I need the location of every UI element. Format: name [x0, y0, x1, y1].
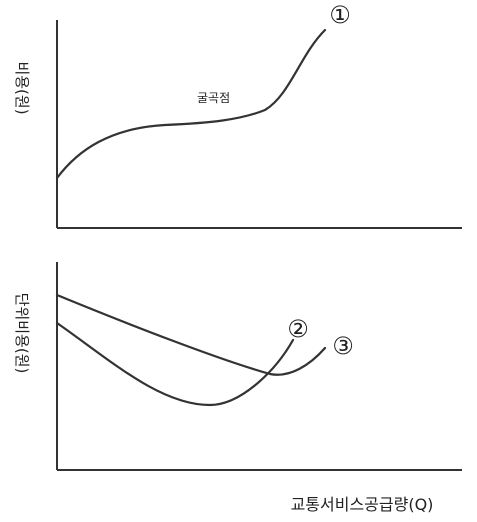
unit-cost-curve-3 [55, 293, 327, 376]
top-y-axis-label: 비용(원) [13, 61, 31, 114]
bottom-y-axis-label: 단위비용(원) [13, 293, 31, 374]
curve-2-marker: ② [287, 315, 309, 343]
curve-3-marker: ③ [332, 332, 354, 360]
unit-cost-curve-2 [55, 321, 295, 407]
bottom-panel: ② ③ 단위비용(원) [13, 262, 462, 471]
total-cost-curve [55, 28, 327, 180]
x-axis-label: 교통서비스공급량(Q) [291, 495, 434, 514]
curve-1-marker: ① [329, 1, 351, 29]
top-panel: 굴곡점 ① 비용(원) [13, 1, 462, 229]
inflection-point-label: 굴곡점 [197, 91, 230, 105]
